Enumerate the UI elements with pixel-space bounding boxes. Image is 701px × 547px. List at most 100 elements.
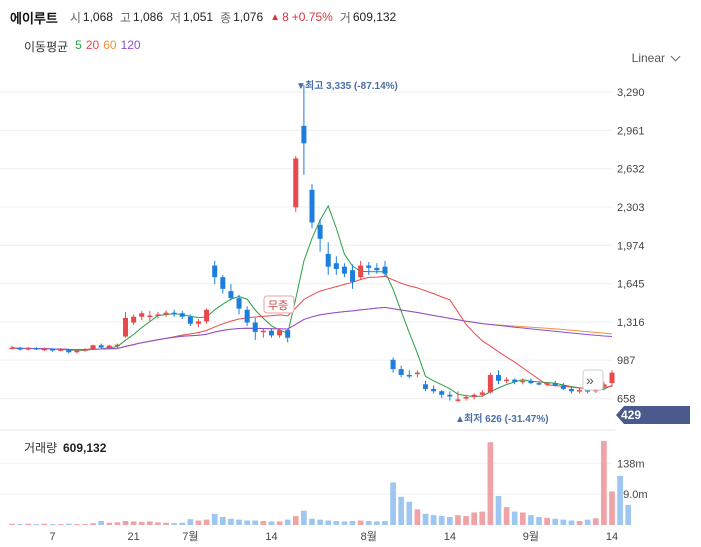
volume-bar [625, 504, 632, 525]
candle [414, 370, 420, 378]
candle [495, 370, 501, 385]
ma-60-label[interactable]: 60 [103, 38, 117, 52]
candle-body [560, 385, 566, 389]
ma-5-label[interactable]: 5 [75, 38, 82, 52]
volume-bar [617, 475, 623, 525]
volume-label: 거 [339, 10, 351, 25]
candle-body [504, 379, 510, 382]
candle [609, 370, 615, 387]
current-price-label: 429 [621, 408, 641, 422]
volume-bar [260, 520, 267, 525]
candle [447, 391, 453, 401]
date-tick-label: 21 [127, 531, 139, 543]
candle-body [512, 379, 518, 382]
candle [204, 308, 210, 324]
candle [163, 310, 169, 317]
low-annotation: ▲ 최저 626 (-31.47%) [455, 412, 549, 425]
volume-bar [406, 501, 413, 525]
low-label: 저 [170, 10, 182, 25]
candle-body [179, 313, 185, 317]
candle-body [568, 388, 574, 392]
scale-selector[interactable]: Linear [632, 51, 681, 65]
volume-bar [33, 524, 40, 526]
date-tick-label: 8월 [361, 530, 377, 543]
candle [179, 310, 185, 320]
candle [58, 347, 64, 352]
candle [471, 393, 477, 400]
volume-bar [365, 520, 372, 525]
high-label: 고 [119, 10, 131, 25]
open-value: 1,068 [82, 10, 113, 24]
candle [244, 306, 250, 327]
candle-body [382, 266, 388, 274]
candle [439, 390, 445, 399]
candle [358, 260, 364, 280]
volume-bar [398, 496, 405, 525]
volume-bar [276, 521, 283, 525]
volume-bar [576, 520, 583, 525]
chart-grid [0, 91, 612, 399]
candle-body [244, 309, 250, 323]
candle [268, 328, 274, 338]
current-price-badge: 429 [616, 406, 690, 424]
volume-bar [236, 519, 242, 525]
low-annotation-label: 최저 626 (-31.47%) [464, 412, 549, 425]
candle [139, 310, 145, 321]
volume-bar [552, 518, 559, 525]
candle-body [447, 394, 453, 397]
candle-body [204, 309, 210, 322]
ma-60-line [11, 306, 613, 351]
volume-bar [592, 518, 599, 525]
price-tick-label: 2,961 [617, 125, 645, 137]
ma-120-label[interactable]: 120 [120, 38, 141, 52]
volume-bar [25, 523, 32, 525]
volume-bar [195, 520, 202, 525]
current-price-badge-shape [616, 406, 690, 424]
volume-bar [74, 524, 80, 526]
halt-badge[interactable]: 무증 [263, 295, 295, 314]
candle-body [406, 374, 412, 377]
volume-bar [211, 513, 218, 525]
volume-bar [528, 515, 534, 525]
candle [212, 260, 218, 285]
candle-body [74, 350, 80, 353]
volume-bar [309, 518, 315, 525]
candle [568, 386, 574, 394]
candle [90, 344, 96, 350]
volume-bar [130, 521, 137, 525]
candle-body [187, 316, 193, 324]
halt-badge-label: 무증 [268, 300, 288, 312]
candle [463, 394, 469, 401]
candle-body [552, 383, 558, 386]
candle-body [374, 267, 380, 271]
volume-bar [357, 520, 364, 525]
candle-body [268, 330, 274, 336]
volume-bar [495, 495, 502, 525]
price-tick-label: 2,632 [617, 164, 645, 176]
ma-20-label[interactable]: 20 [85, 38, 100, 52]
candle-body [252, 322, 258, 332]
candle [487, 372, 493, 394]
candle [17, 347, 23, 351]
candle [260, 328, 266, 338]
volume-bar [57, 524, 64, 526]
scroll-right-button[interactable]: » [582, 369, 604, 391]
candle-body [341, 266, 347, 274]
volume-bar [301, 510, 307, 525]
open-label: 시 [69, 10, 81, 25]
volume-bar [17, 524, 23, 526]
stock-name: 에이루트 [10, 10, 58, 26]
volume-bar [374, 521, 380, 525]
candle-body [41, 348, 47, 351]
candle-body [285, 330, 291, 338]
candle-body [98, 345, 104, 348]
change-percent: +0.75% [291, 10, 333, 24]
volume-bar [471, 512, 477, 525]
volume-bar [333, 520, 340, 525]
candle [366, 262, 372, 275]
candle-body [66, 349, 72, 353]
quote-header: 에이루트 시 1,068 고 1,086 저 1,051 종 1,076 ▲ 8… [10, 8, 403, 26]
candle [228, 284, 234, 301]
close-label: 종 [220, 10, 232, 25]
